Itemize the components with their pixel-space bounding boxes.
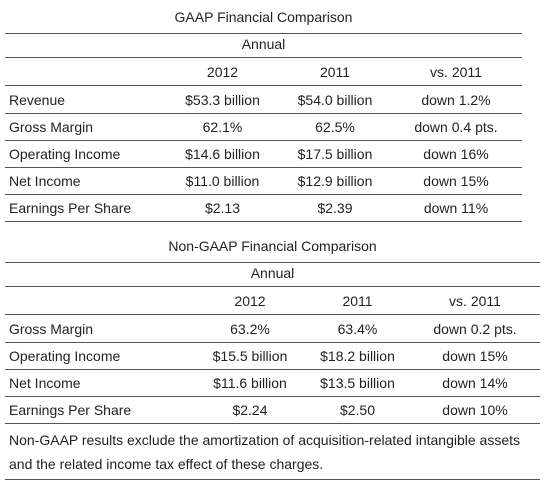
rule <box>5 369 540 370</box>
cell: down 15% <box>442 348 508 364</box>
row-label: Net Income <box>9 173 81 189</box>
rule <box>5 113 522 114</box>
cell: $15.5 billion <box>212 348 288 364</box>
rule <box>5 396 540 397</box>
cell: 63.2% <box>230 321 270 337</box>
rule <box>5 479 540 480</box>
rule <box>5 85 522 86</box>
cell: $2.24 <box>232 402 268 418</box>
column-header: vs. 2011 <box>430 64 482 80</box>
cell: down 15% <box>423 173 489 189</box>
row-label: Operating Income <box>9 146 121 162</box>
rule <box>5 221 522 222</box>
period: Annual <box>250 265 295 281</box>
cell: 62.5% <box>315 119 355 135</box>
column-header: 2011 <box>342 293 373 309</box>
row-label: Earnings Per Share <box>9 402 132 418</box>
row-label: Earnings Per Share <box>9 200 132 216</box>
rule <box>5 140 522 141</box>
rule <box>5 286 540 287</box>
rule <box>5 57 522 58</box>
cell: $12.9 billion <box>297 173 373 189</box>
rule <box>5 33 522 34</box>
column-header: 2011 <box>319 64 351 80</box>
footnote: Non-GAAP results exclude the amortizatio… <box>9 432 521 472</box>
row-label: Gross Margin <box>9 321 94 337</box>
section-title: Non-GAAP Financial Comparison <box>168 238 377 254</box>
cell: $18.2 billion <box>320 348 395 364</box>
cell: 62.1% <box>202 119 243 135</box>
cell: $2.50 <box>339 402 376 418</box>
cell: down 11% <box>423 200 489 216</box>
cell: $53.3 billion <box>185 92 260 108</box>
cell: $2.13 <box>204 200 241 216</box>
cell: 63.4% <box>337 321 378 337</box>
column-header: 2012 <box>234 293 266 309</box>
rule <box>5 423 540 424</box>
cell: $11.0 billion <box>185 173 260 189</box>
row-label: Net Income <box>9 375 81 391</box>
rule <box>5 342 540 343</box>
column-header: vs. 2011 <box>449 293 501 309</box>
cell: $2.39 <box>317 200 353 216</box>
cell: $17.5 billion <box>297 146 373 162</box>
cell: $11.6 billion <box>213 375 287 391</box>
cell: down 1.2% <box>421 92 491 108</box>
rule <box>5 167 522 168</box>
cell: down 16% <box>423 146 489 162</box>
rule <box>5 314 540 315</box>
cell: down 10% <box>442 402 508 418</box>
cell: $14.6 billion <box>185 146 260 162</box>
rule <box>5 194 522 195</box>
rule <box>5 262 540 263</box>
row-label: Operating Income <box>9 348 121 364</box>
cell: down 0.4 pts. <box>414 119 498 135</box>
period: Annual <box>241 36 286 52</box>
section-title: GAAP Financial Comparison <box>174 9 353 25</box>
column-header: 2012 <box>206 64 239 80</box>
row-label: Revenue <box>9 92 66 108</box>
cell: down 0.2 pts. <box>433 321 517 337</box>
cell: down 14% <box>442 375 508 391</box>
cell: $13.5 billion <box>320 375 395 391</box>
cell: $54.0 billion <box>297 92 373 108</box>
row-label: Gross Margin <box>9 119 94 135</box>
